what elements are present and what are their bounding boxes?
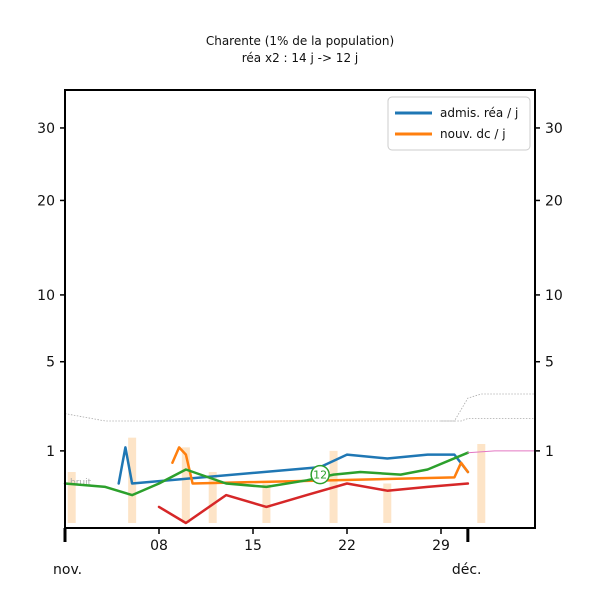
noise-bar (477, 443, 486, 523)
month-label-1: déc. (452, 562, 482, 578)
series-line-3 (157, 482, 470, 525)
noise-label: bruit (70, 478, 92, 488)
y-axis: 1 1 5 5 10 10 20 20 30 30 (37, 121, 563, 460)
noise-band (64, 393, 535, 422)
ytick-label-right-0: 1 (545, 444, 554, 460)
noise-bar (262, 483, 271, 523)
ytick-label-right-3: 20 (545, 193, 563, 209)
ytick-label-right-1: 5 (545, 355, 554, 371)
x-axis: 08 15 22 29 nov. déc. (53, 528, 482, 578)
noise-band-upper (441, 393, 535, 422)
doubling-badge-circle (310, 464, 330, 485)
legend-box (387, 96, 531, 151)
ytick-label-left-2: 10 (37, 288, 55, 304)
legend-label-dc: nouv. dc / j (440, 127, 506, 141)
ytick-label-right-2: 10 (545, 288, 563, 304)
legend: admis. réa / j nouv. dc / j (387, 96, 531, 151)
xtick-label-1: 08 (150, 538, 168, 554)
ytick-label-left-0: 1 (46, 444, 55, 460)
series-line-2 (63, 451, 470, 497)
series-lines (63, 446, 536, 525)
xtick-label-3: 22 (338, 538, 356, 554)
series-line-4 (467, 450, 536, 454)
noise-bar (383, 483, 392, 523)
doubling-badge: 12 (310, 464, 330, 485)
noise-bar (67, 472, 76, 523)
noise-band-lower (64, 413, 535, 422)
chart-subtitle: réa x2 : 14 j -> 12 j (242, 51, 358, 65)
noise-bar (208, 472, 217, 523)
ytick-label-right-4: 30 (545, 121, 563, 137)
ytick-label-left-4: 30 (37, 121, 55, 137)
noise-bar (181, 447, 190, 523)
legend-label-rea: admis. réa / j (440, 106, 518, 120)
chart-title: Charente (1% de la population) (206, 34, 394, 48)
xtick-label-2: 15 (244, 538, 262, 554)
ytick-label-left-3: 20 (37, 193, 55, 209)
doubling-badge-label: 12 (313, 469, 327, 482)
series-line-1 (171, 446, 470, 485)
ytick-label-left-1: 5 (46, 355, 55, 371)
plot-frame (64, 89, 536, 529)
month-label-0: nov. (53, 562, 82, 578)
series-line-0 (117, 446, 470, 485)
xtick-label-4: 29 (432, 538, 450, 554)
